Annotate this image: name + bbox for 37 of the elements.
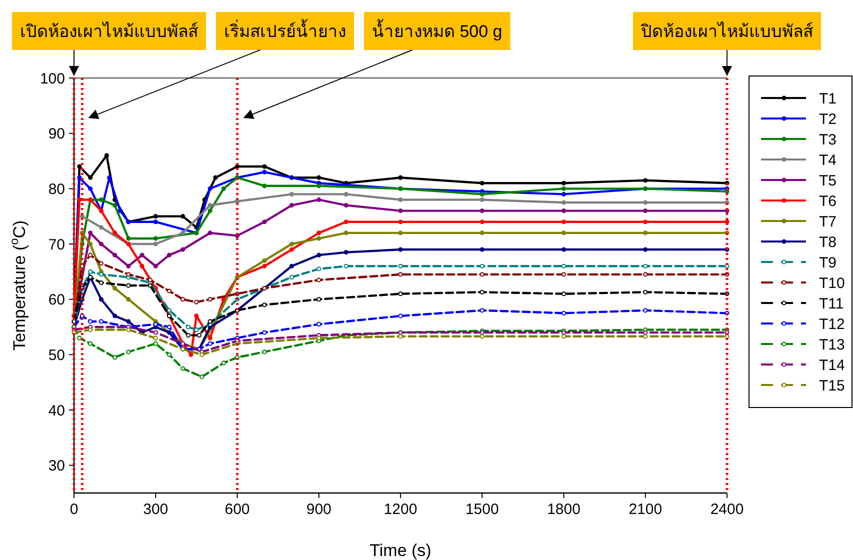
legend-label: T10 [819,274,845,292]
x-tick-label: 1800 [547,501,580,518]
legend-label: T15 [819,377,845,394]
x-tick-label: 2100 [628,501,662,518]
legend-label: T4 [819,152,837,169]
y-tick-label: 30 [48,458,65,475]
x-axis-title: Time (s) [370,541,432,560]
y-tick-label: 40 [48,402,65,420]
text: ปิดห้องเผาไหม้แบบพัลส์ [640,20,814,41]
legend-label: T8 [819,234,837,251]
y-tick-label: 80 [48,180,65,198]
legend-label: T3 [819,131,837,148]
y-tick-label: 100 [40,70,65,88]
x-tick-label: 0 [70,501,78,518]
x-tick-label: 600 [224,501,250,518]
x-tick-label: 300 [143,501,168,518]
x-tick-label: 900 [306,501,332,518]
legend-label: T13 [819,336,845,354]
x-tick-label: 1500 [465,501,499,518]
text: เริ่มสเปรย์น้ำยาง [224,18,346,41]
legend-label: T2 [819,110,837,128]
y-tick-label: 90 [48,126,65,143]
y-tick-label: 50 [48,346,65,364]
legend-label: T11 [819,295,844,312]
legend-label: T5 [819,172,837,190]
legend-label: T12 [819,316,845,333]
x-tick-label: 1200 [384,501,418,518]
legend-label: T14 [819,356,845,374]
text: น้ำยางหมด 500 g [372,18,502,41]
text: เปิดห้องเผาไหม้แบบพัลส์ [20,20,199,41]
legend-label: T6 [819,192,837,210]
legend-label: T7 [819,213,837,230]
y-tick-label: 60 [48,292,65,309]
legend-label: T9 [819,254,837,272]
legend-label: T1 [819,90,837,108]
y-tick-label: 70 [48,236,65,254]
x-tick-label: 2400 [710,501,744,518]
